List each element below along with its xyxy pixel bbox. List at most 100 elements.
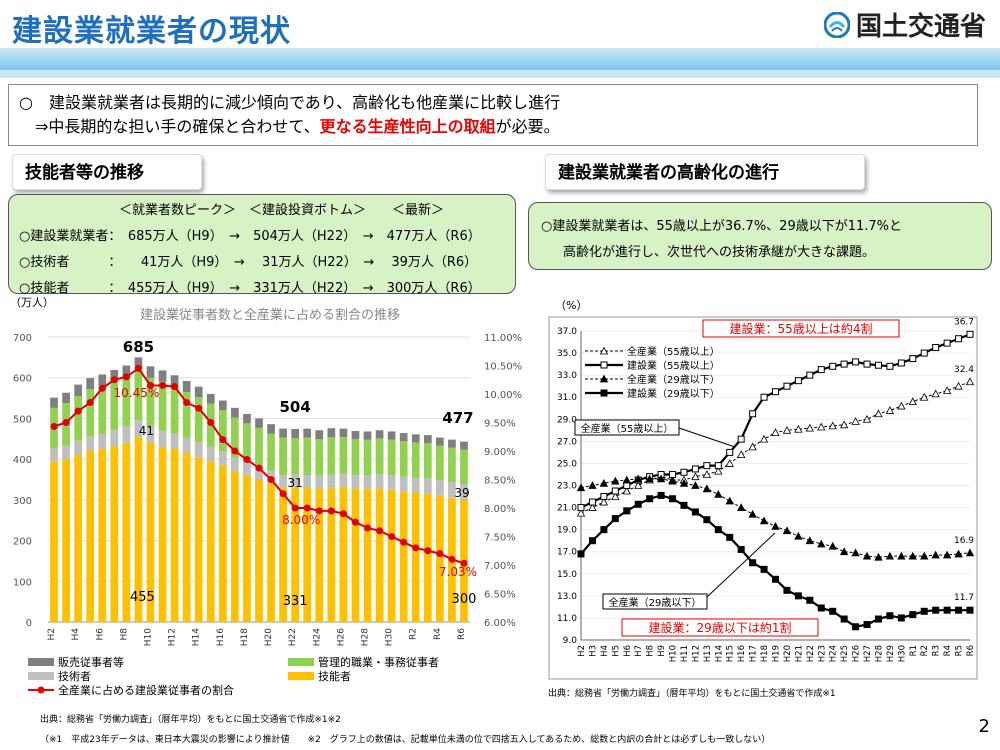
series-marker-0	[897, 401, 906, 410]
share-point	[231, 447, 239, 455]
series-marker-1	[623, 482, 631, 489]
right-box-line-2: 高齢化が進行し、次世代への技術承継が大きな課題。	[563, 245, 876, 260]
x-tick-label: H17	[749, 645, 759, 662]
share-point	[279, 490, 287, 498]
callout-allind29-text: 全産業（29歳以下）	[609, 596, 702, 609]
bar-segment-3	[411, 434, 420, 443]
bar-segment-2	[134, 369, 143, 421]
series-marker-1	[588, 498, 596, 506]
bar-segment-0	[134, 436, 143, 622]
series-marker-2	[908, 551, 917, 560]
series-marker-3	[691, 508, 699, 516]
bar-segment-2	[291, 437, 300, 475]
series-marker-0	[737, 450, 746, 458]
share-point	[98, 384, 106, 392]
x-tick-label: H30	[385, 628, 395, 646]
bar-segment-3	[86, 378, 95, 390]
y2-tick-label: 8.50%	[484, 476, 516, 487]
x-tick-label: H16	[216, 628, 226, 646]
legend-marker	[599, 374, 609, 383]
callout-lower-text: 建設業：29歳以下は約1割	[649, 620, 792, 635]
bar-segment-3	[182, 380, 191, 392]
end-value-label: 16.9	[954, 536, 974, 546]
series-marker-1	[852, 358, 860, 366]
series-marker-2	[714, 489, 723, 498]
bar-segment-1	[158, 430, 167, 447]
series-marker-0	[805, 423, 814, 432]
share-point	[159, 381, 167, 389]
series-marker-1	[886, 362, 894, 370]
bar-segment-0	[303, 487, 312, 622]
y2-tick-label: 7.00%	[484, 561, 516, 572]
bar-segment-3	[435, 437, 444, 446]
x-tick-label: R3	[932, 645, 942, 656]
callout-lower-box	[621, 618, 819, 637]
series-marker-1	[783, 382, 791, 390]
bar-segment-1	[460, 483, 468, 500]
bar-segment-3	[194, 386, 203, 398]
bar-segment-2	[448, 447, 456, 482]
bar-segment-2	[255, 427, 263, 467]
bar-segment-2	[460, 449, 468, 484]
x-tick-label: H14	[714, 645, 724, 662]
footnote: （※1 平成23年データは、東日本大震災の影響により推計値 ※2 グラフ上の数値…	[40, 735, 771, 745]
left-box-row-workers: ○建設業就業者： 685万人（H9） → 504万人（H22） → 477万人（…	[19, 229, 481, 244]
bar-segment-1	[327, 474, 336, 488]
series-marker-1	[840, 360, 848, 368]
workers-chart: （万人） 建設業従事者数と全産業に占める割合の推移 0 100 200 300 400 500…	[10, 296, 522, 697]
y-tick-label: 13.0	[557, 592, 577, 602]
left-box-row-engineers: ○技術者 ： 41万人（H9） → 31万人（H22） → 39万人（R6）	[19, 255, 478, 270]
series-marker-0	[885, 406, 895, 414]
bar-segment-2	[243, 423, 251, 462]
y-tick-label: 600	[13, 374, 32, 385]
bar-segment-3	[110, 369, 119, 381]
bar-segment-0	[170, 448, 179, 622]
legend-swatch	[28, 658, 54, 666]
x-tick-label: H29	[886, 645, 896, 662]
bar-segment-1	[363, 475, 372, 490]
bar-segment-3	[291, 429, 300, 438]
series-marker-0	[588, 503, 597, 511]
bar-segment-0	[339, 486, 348, 622]
series-marker-3	[611, 515, 619, 523]
bar-segment-3	[231, 407, 239, 418]
series-marker-3	[966, 606, 974, 614]
series-marker-1	[577, 504, 585, 512]
share-point	[74, 407, 82, 415]
series-marker-3	[932, 606, 940, 614]
bar-segment-3	[351, 431, 360, 440]
series-marker-1	[600, 493, 608, 501]
x-tick-label: H22	[806, 645, 816, 662]
bar-segment-1	[387, 475, 396, 490]
bar-segment-2	[194, 397, 203, 443]
summary-line-2-prefix: ⇒中長期的な担い手の確保と合わせて、	[19, 117, 320, 136]
share-point	[291, 504, 299, 512]
x-tick-label: H3	[588, 645, 598, 657]
x-tick-label: H8	[119, 628, 129, 641]
legend-label: 全産業（55歳以上）	[627, 345, 720, 358]
series-marker-1	[817, 366, 825, 374]
end-value-label: 32.4	[954, 365, 974, 375]
callout-upper-text: 建設業：55歳以上は約4割	[730, 321, 873, 336]
series-marker-3	[623, 507, 631, 515]
y-tick-label: 700	[13, 333, 32, 344]
series-marker-2	[885, 551, 895, 560]
series-marker-1	[806, 371, 814, 379]
bar-segment-0	[146, 442, 155, 622]
series-marker-1	[611, 487, 619, 495]
legend-swatch	[28, 672, 54, 680]
series-marker-1	[691, 465, 699, 473]
bar-segment-0	[423, 493, 432, 622]
right-source-note: 出典：総務省「労働力調査」（暦年平均）をもとに国土交通省で作成※1	[548, 689, 836, 699]
series-marker-2	[874, 552, 883, 561]
bar-segment-1	[62, 445, 70, 460]
y-tick-label: 0	[26, 618, 32, 629]
legend-swatch	[288, 658, 314, 666]
y2-tick-label: 8.00%	[484, 504, 516, 515]
series-marker-1	[726, 448, 734, 456]
bar-segment-1	[243, 461, 251, 476]
series-marker-1	[680, 468, 688, 476]
x-tick-label: R5	[955, 645, 965, 656]
bar-segment-3	[62, 392, 70, 403]
total-latest-label: 477	[442, 409, 473, 427]
